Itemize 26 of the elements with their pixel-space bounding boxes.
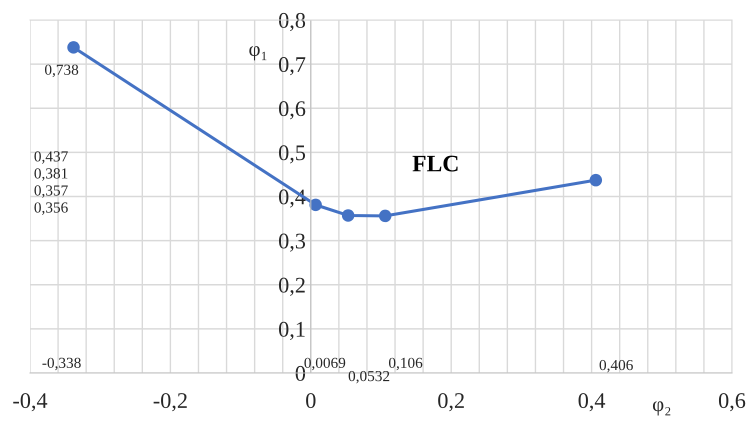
- annotation: 0,437 0,381 0,357 0,356: [34, 151, 68, 215]
- annotation: 0,738: [44, 64, 78, 78]
- annotation: 0,106: [388, 358, 422, 370]
- x-tick-label: 0,2: [438, 393, 464, 412]
- x-tick-label: 0,4: [578, 393, 606, 412]
- y-tick-label: 0,2: [279, 278, 305, 296]
- y-tick-label: 0,1: [279, 322, 305, 340]
- y-tick-label: 0,3: [279, 234, 306, 252]
- y-tick-label: 0,6: [279, 101, 306, 120]
- annotation: 0,0532: [348, 370, 390, 384]
- y-tick-label: 0,5: [279, 145, 306, 164]
- annotation: 0,0069: [304, 358, 346, 370]
- point: [67, 41, 80, 54]
- x-axis-title: φ₂: [652, 401, 670, 416]
- point: [590, 174, 602, 186]
- x-tick-label: 0: [306, 393, 316, 408]
- point: [378, 210, 392, 222]
- x-tick-label: -0,2: [154, 393, 187, 412]
- x-tick-label: -0,4: [13, 393, 48, 412]
- y-axis-title: φ₁: [249, 46, 266, 60]
- annotation: -0,338: [42, 358, 81, 370]
- annotation: 0,406: [600, 360, 633, 372]
- x-tick-label: 0,6: [718, 393, 746, 412]
- series-label: FLC: [412, 156, 458, 172]
- y-tick-label: 0,7: [279, 57, 306, 76]
- point: [342, 209, 354, 222]
